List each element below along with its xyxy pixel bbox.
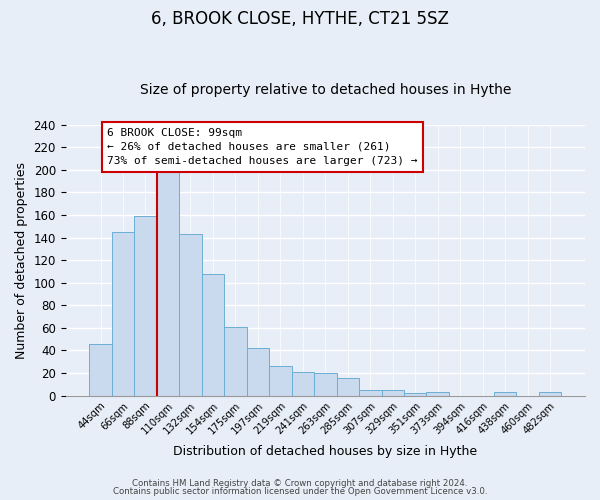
Bar <box>157 168 179 396</box>
Bar <box>427 392 449 396</box>
Bar <box>314 373 337 396</box>
Bar <box>224 327 247 396</box>
Y-axis label: Number of detached properties: Number of detached properties <box>15 162 28 358</box>
Bar <box>292 372 314 396</box>
Bar <box>494 392 517 396</box>
Bar <box>134 216 157 396</box>
Bar <box>269 366 292 396</box>
Bar <box>179 234 202 396</box>
Bar <box>247 348 269 396</box>
Bar <box>202 274 224 396</box>
Bar <box>404 394 427 396</box>
Bar <box>539 392 562 396</box>
X-axis label: Distribution of detached houses by size in Hythe: Distribution of detached houses by size … <box>173 444 478 458</box>
Text: Contains public sector information licensed under the Open Government Licence v3: Contains public sector information licen… <box>113 487 487 496</box>
Bar <box>359 390 382 396</box>
Bar <box>112 232 134 396</box>
Text: Contains HM Land Registry data © Crown copyright and database right 2024.: Contains HM Land Registry data © Crown c… <box>132 478 468 488</box>
Title: Size of property relative to detached houses in Hythe: Size of property relative to detached ho… <box>140 83 511 97</box>
Bar <box>382 390 404 396</box>
Text: 6, BROOK CLOSE, HYTHE, CT21 5SZ: 6, BROOK CLOSE, HYTHE, CT21 5SZ <box>151 10 449 28</box>
Bar <box>89 344 112 396</box>
Text: 6 BROOK CLOSE: 99sqm
← 26% of detached houses are smaller (261)
73% of semi-deta: 6 BROOK CLOSE: 99sqm ← 26% of detached h… <box>107 128 418 166</box>
Bar <box>337 378 359 396</box>
